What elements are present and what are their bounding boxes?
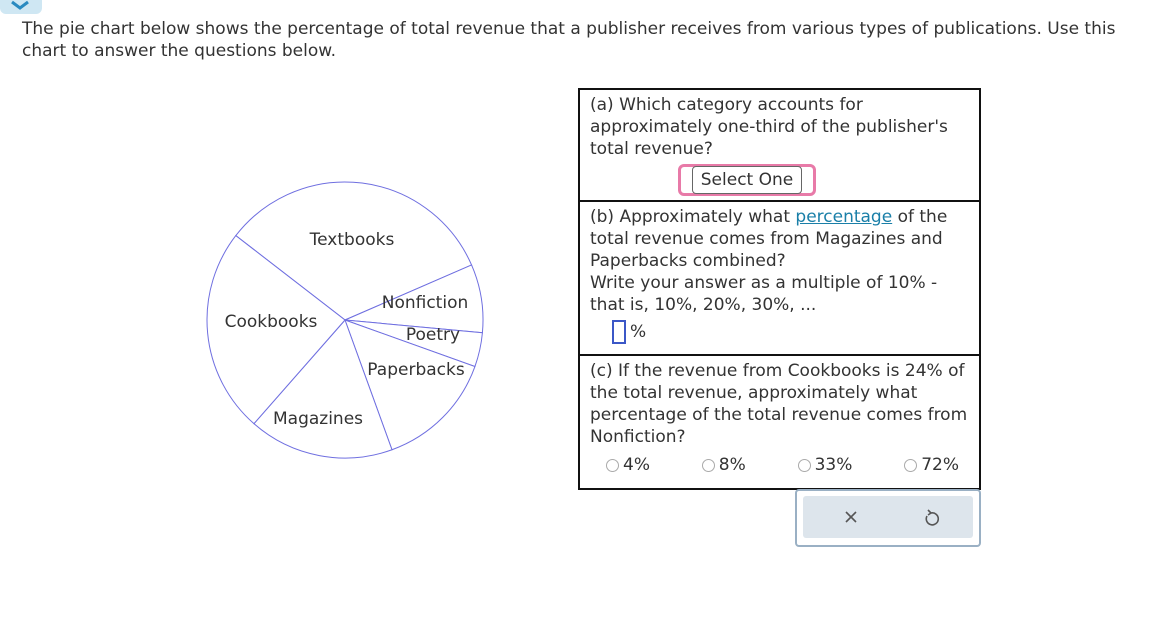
slice-label: Textbooks bbox=[309, 230, 395, 250]
radio[interactable] bbox=[606, 458, 619, 472]
option[interactable]: 8% bbox=[701, 454, 746, 476]
question-b: (b) Approximately what percentage of the… bbox=[580, 202, 979, 356]
option-label[interactable]: 33% bbox=[814, 455, 853, 475]
slice-label: Paperbacks bbox=[367, 360, 465, 380]
unit: % bbox=[630, 322, 647, 342]
button-bar bbox=[803, 496, 973, 538]
option[interactable]: 33% bbox=[797, 454, 853, 476]
pie-slice bbox=[344, 319, 476, 451]
text: of the total revenue comes from Magazine… bbox=[590, 207, 948, 271]
answer-input[interactable] bbox=[612, 320, 626, 344]
option-label[interactable]: 4% bbox=[623, 455, 650, 475]
question-text: (c) If the revenue from Cookbooks is 24%… bbox=[590, 361, 968, 447]
check-icon bbox=[0, 0, 42, 14]
option-label[interactable]: 72% bbox=[921, 455, 959, 475]
question-text: (a) Which category accounts for approxim… bbox=[590, 95, 948, 159]
pie-slice bbox=[206, 234, 346, 425]
slice-label: Magazines bbox=[273, 409, 363, 429]
question-c: (c) If the revenue from Cookbooks is 24%… bbox=[580, 356, 979, 488]
option[interactable]: 4% bbox=[606, 454, 650, 476]
undo-button[interactable] bbox=[925, 509, 940, 526]
radio[interactable] bbox=[701, 458, 715, 472]
options: 4% 8% 33% 72% bbox=[580, 448, 979, 476]
text: (b) Approximately what bbox=[590, 207, 790, 227]
select-label[interactable]: Select One bbox=[691, 166, 803, 194]
option-label[interactable]: 8% bbox=[718, 455, 746, 475]
pie-slice bbox=[235, 181, 473, 321]
select[interactable]: Select One bbox=[678, 164, 816, 196]
slice-label: Nonfiction bbox=[382, 293, 469, 313]
radio[interactable] bbox=[797, 458, 811, 472]
slice-label: Cookbooks bbox=[225, 312, 318, 332]
question-box: (a) Which category accounts for approxim… bbox=[578, 88, 981, 490]
question-text: (b) Approximately what percentage of the… bbox=[580, 202, 979, 316]
button-group bbox=[795, 489, 981, 547]
question-a: (a) Which category accounts for approxim… bbox=[580, 90, 979, 202]
radio[interactable] bbox=[904, 458, 918, 472]
option[interactable]: 72% bbox=[904, 454, 959, 476]
pie-chart: Textbooks Nonfiction Poetry Paperbacks Magaz… bbox=[206, 181, 484, 459]
clear-button[interactable] bbox=[845, 511, 857, 523]
link[interactable]: percentage bbox=[795, 207, 893, 227]
pie-slice bbox=[253, 319, 393, 459]
instructions: The pie chart below shows the percentage… bbox=[22, 19, 1116, 61]
instruction: Write your answer as a multiple of 10% -… bbox=[590, 273, 938, 315]
slice-label: Poetry bbox=[406, 325, 460, 345]
buttons bbox=[845, 509, 940, 526]
